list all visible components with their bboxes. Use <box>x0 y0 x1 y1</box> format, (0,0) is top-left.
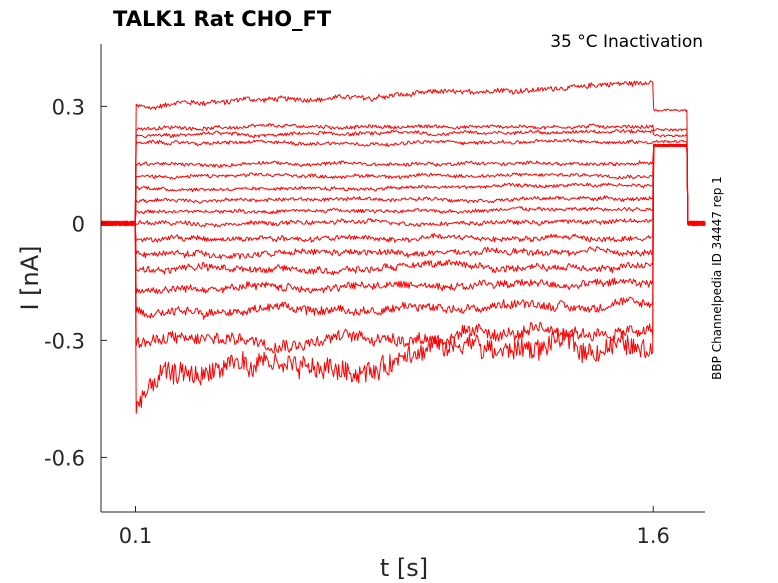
current-trace-8 <box>100 143 706 227</box>
current-trace-13 <box>100 143 706 276</box>
y-tick-label: -0.6 <box>44 446 85 470</box>
current-trace-9 <box>100 144 706 227</box>
current-trace-6 <box>100 143 706 227</box>
current-trace-15 <box>100 143 706 320</box>
x-tick-label: 0.1 <box>119 524 152 548</box>
current-trace-16 <box>100 143 706 354</box>
current-trace-2 <box>100 123 706 227</box>
chart-title: TALK1 Rat CHO_FT <box>113 7 332 31</box>
current-trace-14 <box>100 143 706 295</box>
y-tick-label: -0.3 <box>44 329 85 353</box>
y-tick-group: 0.3 0 -0.3 -0.6 <box>44 95 107 470</box>
y-axis-label: I [nA] <box>16 245 44 310</box>
current-trace-5 <box>100 143 706 227</box>
current-trace-12 <box>100 143 706 260</box>
x-tick-group: 0.1 1.6 <box>119 506 670 548</box>
current-trace-4 <box>100 138 706 227</box>
channelpedia-id-label: BBP Channelpedia ID 34447 rep 1 <box>710 176 724 380</box>
current-trace-7 <box>100 143 706 227</box>
trace-group <box>100 80 706 414</box>
y-tick-label: 0 <box>72 212 85 236</box>
x-axis-label: t [s] <box>380 554 428 582</box>
current-trace-11 <box>100 143 706 243</box>
current-trace-10 <box>100 144 706 228</box>
current-trace-3 <box>100 129 706 227</box>
temperature-protocol-annotation: 35 °C Inactivation <box>550 32 703 52</box>
current-trace-17 <box>100 143 706 414</box>
current-trace-1 <box>100 80 706 226</box>
y-tick-label: 0.3 <box>52 95 85 119</box>
x-tick-label: 1.6 <box>637 524 670 548</box>
